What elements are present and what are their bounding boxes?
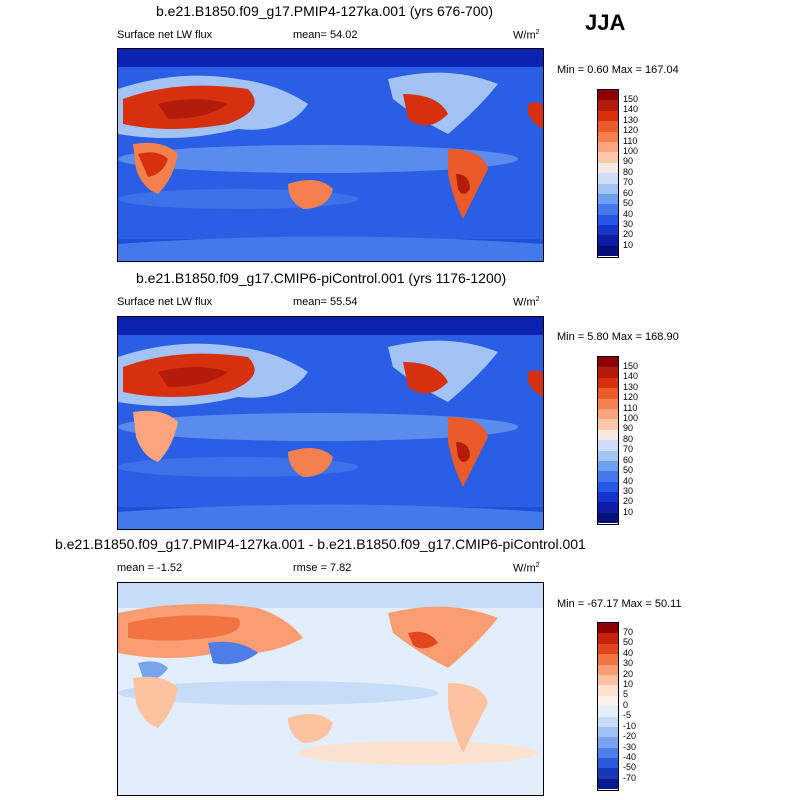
- panel1-variable-label: Surface net LW flux: [117, 29, 213, 41]
- colorbar-label: 0: [623, 700, 629, 710]
- colorbar-label: 40: [623, 648, 634, 658]
- colorbar-label: 20: [623, 496, 634, 506]
- colorbar-label: 60: [623, 455, 634, 465]
- colorbar-label: 100: [623, 413, 639, 423]
- panel1-mean-label: mean= 54.02: [293, 29, 358, 41]
- colorbar-label: 80: [623, 167, 634, 177]
- panel1-map: [117, 48, 544, 262]
- panel3-units: W/m2: [513, 562, 540, 575]
- panel2-colorbar: [597, 356, 619, 525]
- colorbar-label: 30: [623, 219, 634, 229]
- panel3-map: [117, 582, 544, 796]
- colorbar-label: 50: [623, 198, 634, 208]
- colorbar-label: 100: [623, 146, 639, 156]
- panel1-minmax: Min = 0.60 Max = 167.04: [557, 64, 679, 76]
- panel3-mean-label: mean = -1.52: [117, 562, 183, 574]
- colorbar-label: 30: [623, 486, 634, 496]
- colorbar-label: -50: [623, 762, 637, 772]
- colorbar-label: 90: [623, 156, 634, 166]
- panel2-minmax: Min = 5.80 Max = 168.90: [557, 331, 679, 343]
- colorbar-label: 50: [623, 637, 634, 647]
- colorbar-label: 10: [623, 507, 634, 517]
- colorbar-label: -10: [623, 721, 637, 731]
- colorbar-label: 70: [623, 177, 634, 187]
- colorbar-label: 5: [623, 689, 629, 699]
- colorbar-label: 140: [623, 104, 639, 114]
- colorbar-label: 40: [623, 209, 634, 219]
- colorbar-label: 130: [623, 382, 639, 392]
- colorbar-label: 50: [623, 465, 634, 475]
- panel3-rmse-label: rmse = 7.82: [293, 562, 352, 574]
- colorbar-label: 40: [623, 476, 634, 486]
- colorbar-label: 20: [623, 669, 634, 679]
- panel2-variable-label: Surface net LW flux: [117, 296, 213, 308]
- colorbar-label: -30: [623, 742, 637, 752]
- colorbar-label: 120: [623, 125, 639, 135]
- season-label: JJA: [585, 10, 626, 35]
- colorbar-label: 10: [623, 679, 634, 689]
- colorbar-label: -70: [623, 773, 637, 783]
- colorbar-label: 150: [623, 94, 639, 104]
- colorbar-label: 120: [623, 392, 639, 402]
- colorbar-label: 130: [623, 115, 639, 125]
- colorbar-label: -5: [623, 710, 632, 720]
- panel3-title: b.e21.B1850.f09_g17.PMIP4-127ka.001 - b.…: [55, 536, 586, 552]
- panel1-colorbar: [597, 89, 619, 258]
- colorbar-label: 80: [623, 434, 634, 444]
- panel1-units: W/m2: [513, 29, 540, 42]
- colorbar-label: -40: [623, 752, 637, 762]
- panel2-mean-label: mean= 55.54: [293, 296, 358, 308]
- colorbar-label: 10: [623, 240, 634, 250]
- panel2-map: [117, 316, 544, 530]
- panel3-minmax: Min = -67.17 Max = 50.11: [557, 598, 682, 610]
- panel2-units: W/m2: [513, 296, 540, 309]
- colorbar-label: 150: [623, 361, 639, 371]
- colorbar-label: 20: [623, 229, 634, 239]
- panel3-colorbar: [597, 622, 619, 791]
- colorbar-label: 70: [623, 444, 634, 454]
- colorbar-label: 70: [623, 627, 634, 637]
- colorbar-label: 30: [623, 658, 634, 668]
- panel2-title: b.e21.B1850.f09_g17.CMIP6-piControl.001 …: [136, 270, 507, 286]
- colorbar-label: -20: [623, 731, 637, 741]
- colorbar-label: 90: [623, 423, 634, 433]
- colorbar-label: 110: [623, 136, 638, 146]
- panel1-title: b.e21.B1850.f09_g17.PMIP4-127ka.001 (yrs…: [156, 3, 494, 19]
- colorbar-label: 60: [623, 188, 634, 198]
- colorbar-label: 110: [623, 403, 638, 413]
- colorbar-label: 140: [623, 371, 639, 381]
